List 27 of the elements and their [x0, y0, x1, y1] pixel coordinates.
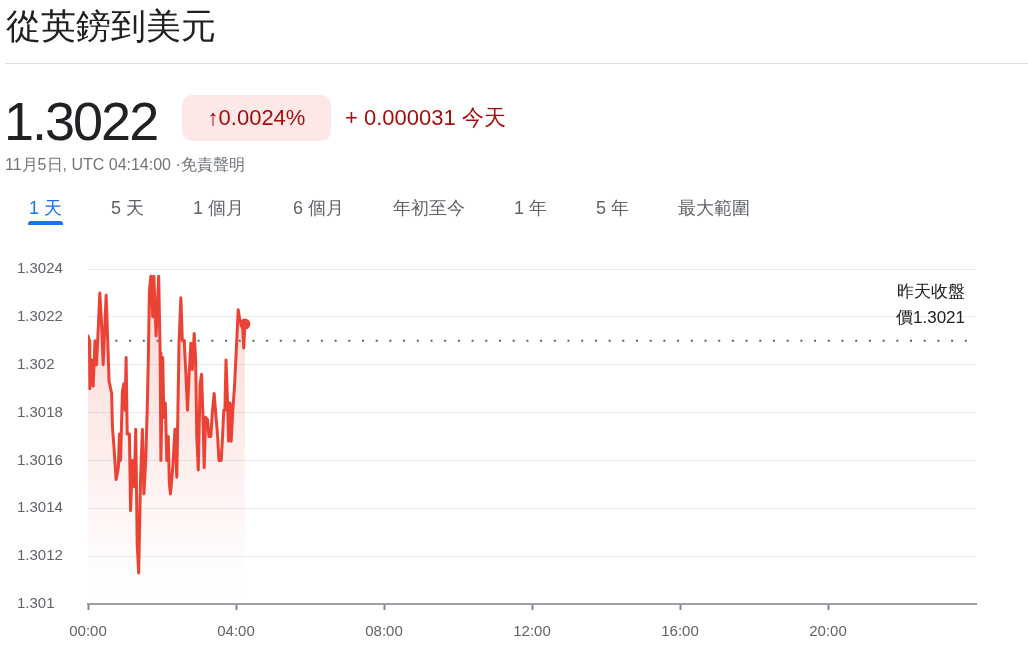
text: 11月5日, UTC 04:14:00 ·免責聲明 [5, 155, 245, 175]
text: 5 天 [111, 197, 145, 220]
text: 年初至今 [393, 197, 466, 220]
x-tick-label: 16:00 [661, 622, 699, 640]
text: 1 天 [29, 197, 63, 220]
text: + 0.000031 今天 [345, 105, 506, 131]
text: 5 年 [596, 197, 630, 220]
y-tick-label: 1.3016 [17, 450, 63, 468]
y-tick-label: 1.3024 [17, 259, 63, 277]
chart-title: 從英鎊到美元 [6, 5, 216, 47]
y-tick-label: 1.3022 [17, 307, 63, 324]
text: ↑0.0024% [207, 105, 306, 131]
y-tick-label: 1.3014 [17, 498, 63, 516]
y-tick-label: 1.302 [17, 354, 55, 372]
ref-line-label: 昨天收盤價1.3021 [896, 282, 965, 328]
x-tick-label: 00:00 [69, 622, 107, 640]
x-tick-label: 20:00 [809, 622, 847, 640]
text: 6 個月 [293, 197, 345, 220]
y-tick-label: 1.3018 [17, 402, 63, 420]
text: 1 個月 [193, 197, 245, 220]
x-tick-label: 08:00 [365, 622, 403, 640]
x-tick-label: 04:00 [217, 622, 255, 640]
y-tick-label: 1.301 [17, 594, 55, 612]
text: 最大範圍 [678, 197, 751, 220]
y-tick-label: 1.3012 [17, 546, 63, 564]
text: 1 年 [514, 197, 548, 220]
x-tick-label: 12:00 [513, 622, 551, 640]
